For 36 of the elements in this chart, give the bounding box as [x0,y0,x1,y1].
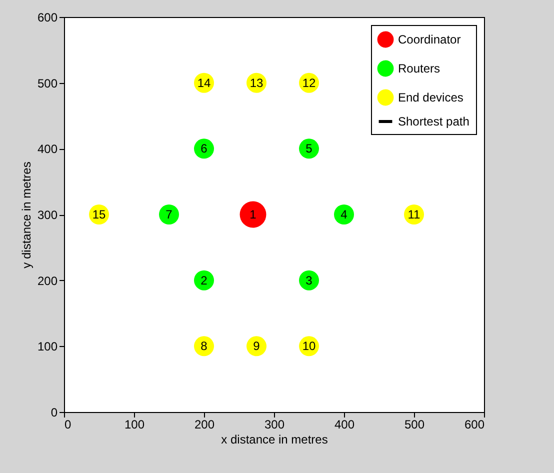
x-tick-label: 600 [464,418,485,432]
annotation: 7 [166,208,173,222]
x-tick-label: 500 [404,418,425,432]
legend-label: End devices [398,90,464,104]
y-tick-label: 500 [37,76,58,90]
x-tick-label: 0 [64,418,72,432]
annotation: 5 [306,142,313,156]
y-tick-label: 0 [50,406,58,420]
y-tick-label: 200 [37,274,58,288]
annotation: 4 [340,208,348,222]
y-tick-label: 100 [37,340,58,354]
x-tick-label: 100 [124,418,145,432]
annotation: 15 [92,208,106,222]
legend-label: Routers [398,62,440,76]
legend-label: Coordinator [398,32,461,46]
y-axis-title: y distance in metres [19,162,34,268]
annotation: 11 [408,208,421,222]
annotation: 14 [197,76,211,90]
y-tick-label: 300 [37,208,58,222]
point [240,201,266,228]
annotation: 13 [250,76,264,90]
y-tick-label: 600 [37,10,58,24]
annotation: 6 [200,142,208,156]
annotation: 2 [200,273,208,288]
annotation: 9 [253,339,260,354]
x-axis-title: x distance in metres [221,432,328,446]
x-tick-label: 200 [194,418,215,432]
annotation: 3 [306,273,313,288]
legend-label: Shortest path [398,114,470,128]
annotation: 8 [200,339,208,354]
x-tick-label: 400 [334,418,355,432]
annotation: 1 [250,208,257,222]
y-tick-label: 400 [37,142,58,156]
x-tick-label: 300 [264,418,285,432]
annotation: 12 [302,76,316,90]
annotation: 10 [302,339,316,354]
